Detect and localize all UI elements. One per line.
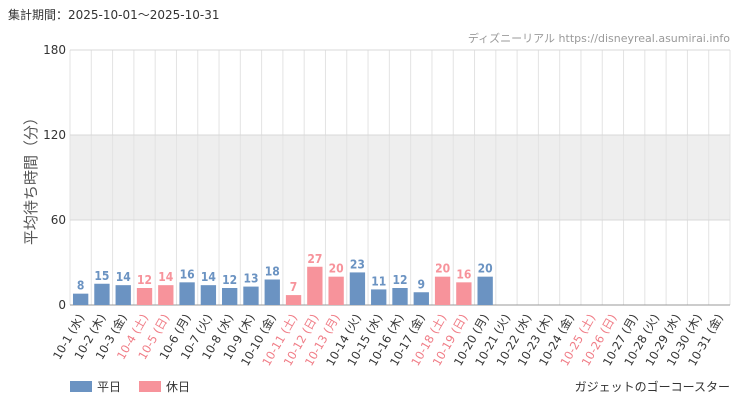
legend-weekday-swatch [70,381,92,392]
data-label: 20 [329,262,344,276]
bar [434,276,451,305]
bar [115,285,131,305]
data-label: 7 [290,280,298,294]
bar [328,276,344,305]
bar [349,272,366,305]
data-label: 16 [180,267,195,281]
bar [72,293,89,305]
data-label: 12 [222,273,237,287]
data-label: 13 [243,272,258,286]
data-label: 18 [265,265,280,279]
bar [158,285,174,305]
bar [136,288,153,305]
data-label: 8 [77,279,85,293]
y-tick-label: 180 [43,43,66,57]
source-label: ディズニーリアル https://disneyreal.asumirai.inf… [467,32,730,45]
data-label: 11 [371,274,386,288]
bar [264,279,280,305]
legend-holiday-label: 休日 [166,380,191,394]
legend: 平日 休日 [70,378,208,395]
bar [477,276,493,305]
bar [285,295,302,305]
legend-holiday-swatch [139,381,162,392]
y-axis-title: 平均待ち時間（分） [22,110,40,245]
data-label: 15 [94,269,109,283]
data-label: 20 [478,262,493,276]
bar [243,286,259,305]
y-tick-label: 0 [58,298,66,312]
data-label: 27 [307,252,322,266]
bar [456,282,472,305]
data-label: 12 [137,273,152,287]
y-tick-label: 120 [43,128,66,142]
bar [179,282,195,305]
bar [200,285,217,305]
bar [413,292,429,305]
data-label: 14 [116,270,132,284]
data-label: 9 [418,277,426,291]
period-label: 集計期間：2025-10-01～2025-10-31 [8,8,220,22]
data-label: 16 [456,267,471,281]
bar [371,289,387,305]
legend-weekday: 平日 [70,378,121,395]
legend-holiday: 休日 [139,378,190,395]
bar [392,288,408,305]
legend-weekday-label: 平日 [97,380,122,394]
data-label: 14 [201,270,217,284]
y-tick-label: 60 [51,213,66,227]
bar [222,288,238,305]
shaded-band [70,135,730,220]
bar [307,266,323,305]
data-label: 12 [392,273,407,287]
data-label: 14 [158,270,174,284]
bar [94,283,110,305]
data-label: 23 [350,257,365,271]
attraction-name: ガジェットのゴーコースター [574,380,730,394]
data-label: 20 [435,262,450,276]
